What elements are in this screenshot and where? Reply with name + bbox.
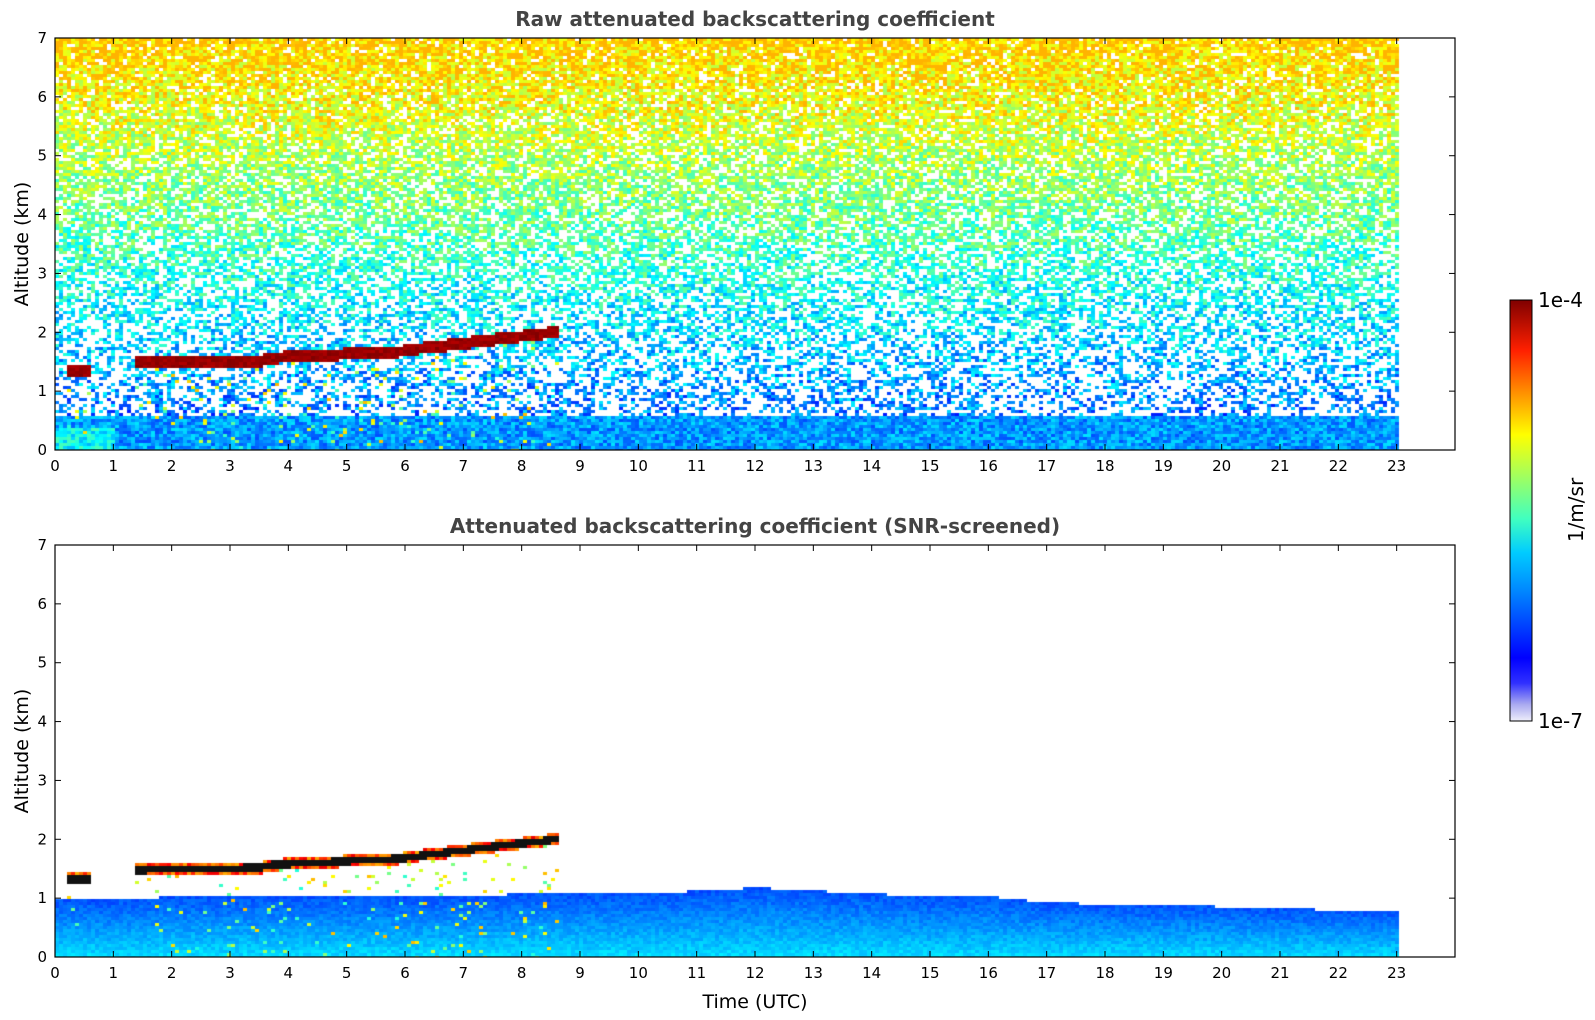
x-tick-label: 23 — [1387, 964, 1406, 982]
y-tick-label: 3 — [37, 771, 47, 789]
x-axis: 0 1 2 3 4 5 6 7 8 9 10 11 12 13 14 15 16 17 18 19 20 21 22 23 — [50, 38, 1406, 475]
x-tick-label: 3 — [225, 964, 235, 982]
y-axis: 0 1 2 3 4 5 6 7 — [37, 29, 1455, 459]
x-tick-label: 2 — [167, 964, 177, 982]
x-tick-label: 16 — [979, 964, 998, 982]
y-tick-label: 5 — [37, 147, 47, 165]
x-tick-label: 3 — [225, 457, 235, 475]
chart-title: Raw attenuated backscattering coefficien… — [515, 7, 995, 31]
colorbar-unit-label: 1/m/sr — [1564, 477, 1588, 542]
x-tick-label: 8 — [517, 964, 527, 982]
raw-backscatter-panel: Raw attenuated backscattering coefficien… — [11, 7, 1456, 475]
x-tick-label: 20 — [1212, 964, 1231, 982]
x-tick-label: 15 — [920, 457, 939, 475]
x-tick-label: 12 — [745, 457, 764, 475]
y-tick-label: 6 — [37, 88, 47, 106]
y-tick-label: 7 — [37, 29, 47, 47]
x-tick-label: 7 — [459, 964, 469, 982]
x-tick-label: 11 — [687, 457, 706, 475]
x-tick-label: 6 — [400, 457, 410, 475]
x-tick-label: 11 — [687, 964, 706, 982]
x-tick-label: 18 — [1095, 457, 1114, 475]
x-tick-label: 1 — [109, 457, 119, 475]
x-tick-label: 17 — [1037, 964, 1056, 982]
colorbar-gradient — [1509, 299, 1533, 722]
y-tick-label: 4 — [37, 713, 47, 731]
colorbar-min-label: 1e-7 — [1538, 709, 1583, 733]
chart-title: Attenuated backscattering coefficient (S… — [450, 514, 1060, 538]
y-tick-label: 3 — [37, 264, 47, 282]
x-tick-label: 13 — [804, 964, 823, 982]
x-tick-label: 1 — [109, 964, 119, 982]
x-tick-label: 10 — [629, 457, 648, 475]
y-axis-label: Altitude (km) — [11, 182, 33, 307]
y-tick-label: 2 — [37, 323, 47, 341]
x-tick-label: 22 — [1329, 457, 1348, 475]
x-tick-label: 21 — [1270, 964, 1289, 982]
x-tick-label: 20 — [1212, 457, 1231, 475]
x-tick-label: 4 — [284, 457, 294, 475]
x-tick-label: 6 — [400, 964, 410, 982]
x-tick-label: 19 — [1154, 457, 1173, 475]
snr-screened-panel: Attenuated backscattering coefficient (S… — [11, 514, 1456, 1013]
x-tick-label: 19 — [1154, 964, 1173, 982]
x-tick-label: 21 — [1270, 457, 1289, 475]
heatmap-raster — [55, 545, 1455, 957]
x-tick-label: 15 — [920, 964, 939, 982]
heatmap-raster — [55, 38, 1455, 450]
y-tick-label: 2 — [37, 830, 47, 848]
y-tick-label: 7 — [37, 536, 47, 554]
x-tick-label: 4 — [284, 964, 294, 982]
x-tick-label: 8 — [517, 457, 527, 475]
y-tick-label: 0 — [37, 441, 47, 459]
y-tick-label: 6 — [37, 595, 47, 613]
x-tick-label: 9 — [575, 457, 585, 475]
x-tick-label: 5 — [342, 457, 352, 475]
x-tick-label: 17 — [1037, 457, 1056, 475]
x-tick-label: 23 — [1387, 457, 1406, 475]
y-axis: 0 1 2 3 4 5 6 7 — [37, 536, 1455, 966]
x-tick-label: 5 — [342, 964, 352, 982]
y-tick-label: 1 — [37, 889, 47, 907]
x-tick-label: 13 — [804, 457, 823, 475]
x-tick-label: 10 — [629, 964, 648, 982]
y-tick-label: 5 — [37, 654, 47, 672]
x-axis: 0 1 2 3 4 5 6 7 8 9 10 11 12 13 14 15 16 17 18 19 20 21 22 23 — [50, 545, 1406, 982]
x-tick-label: 18 — [1095, 964, 1114, 982]
x-tick-label: 22 — [1329, 964, 1348, 982]
heatmap-image — [55, 38, 1455, 450]
x-tick-label: 7 — [459, 457, 469, 475]
x-tick-label: 9 — [575, 964, 585, 982]
x-tick-label: 2 — [167, 457, 177, 475]
y-tick-label: 0 — [37, 948, 47, 966]
x-tick-label: 12 — [745, 964, 764, 982]
x-tick-label: 14 — [862, 964, 881, 982]
colorbar: 1e-4 1e-7 1/m/sr — [1509, 288, 1588, 733]
heatmap-image — [55, 545, 1455, 957]
y-tick-label: 4 — [37, 206, 47, 224]
x-tick-label: 0 — [50, 457, 60, 475]
y-tick-label: 1 — [37, 382, 47, 400]
colorbar-max-label: 1e-4 — [1538, 288, 1583, 312]
x-axis-label: Time (UTC) — [701, 991, 807, 1013]
x-tick-label: 0 — [50, 964, 60, 982]
x-tick-label: 16 — [979, 457, 998, 475]
x-tick-label: 14 — [862, 457, 881, 475]
y-axis-label: Altitude (km) — [11, 689, 33, 814]
